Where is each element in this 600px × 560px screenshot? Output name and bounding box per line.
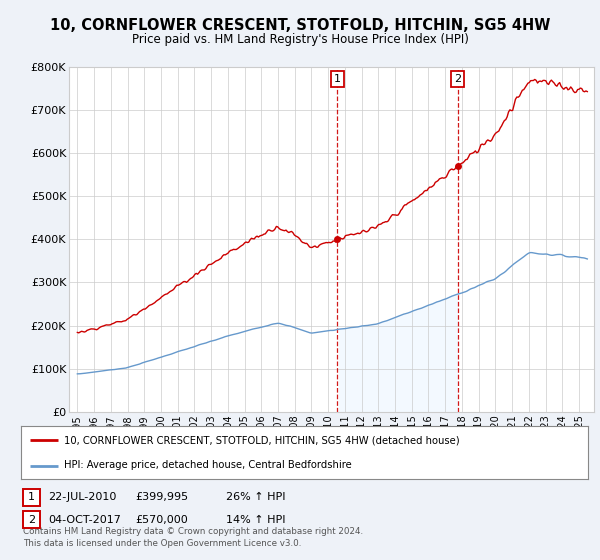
Text: 2: 2 [454,74,461,84]
Text: 10, CORNFLOWER CRESCENT, STOTFOLD, HITCHIN, SG5 4HW: 10, CORNFLOWER CRESCENT, STOTFOLD, HITCH… [50,18,550,32]
Text: Price paid vs. HM Land Registry's House Price Index (HPI): Price paid vs. HM Land Registry's House … [131,32,469,46]
Text: 1: 1 [28,492,35,502]
Text: 10, CORNFLOWER CRESCENT, STOTFOLD, HITCHIN, SG5 4HW (detached house): 10, CORNFLOWER CRESCENT, STOTFOLD, HITCH… [64,436,459,446]
Text: 2: 2 [28,515,35,525]
Text: 22-JUL-2010: 22-JUL-2010 [49,492,117,502]
Text: 26% ↑ HPI: 26% ↑ HPI [226,492,285,502]
Text: Contains HM Land Registry data © Crown copyright and database right 2024.
This d: Contains HM Land Registry data © Crown c… [23,527,363,548]
Text: HPI: Average price, detached house, Central Bedfordshire: HPI: Average price, detached house, Cent… [64,460,351,470]
Text: 04-OCT-2017: 04-OCT-2017 [49,515,121,525]
Text: £399,995: £399,995 [136,492,189,502]
Text: £570,000: £570,000 [136,515,188,525]
Text: 14% ↑ HPI: 14% ↑ HPI [226,515,285,525]
Text: 1: 1 [334,74,341,84]
